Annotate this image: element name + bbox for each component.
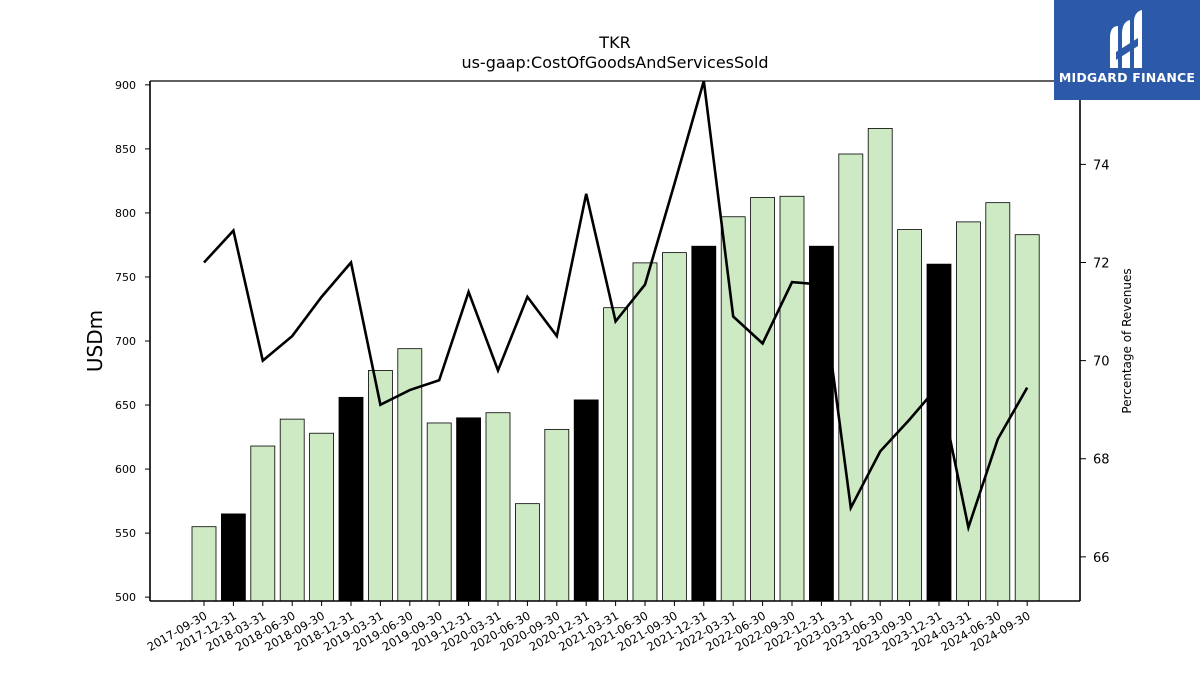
bar-2021-09-30 bbox=[662, 252, 687, 601]
bar-2024-03-31 bbox=[956, 221, 981, 601]
y-axis-label: USDm bbox=[83, 310, 107, 372]
bar-2023-06-30 bbox=[867, 127, 893, 601]
bar-2021-12-31 bbox=[691, 245, 717, 601]
y-tick-label: 850 bbox=[115, 143, 136, 156]
bar-2022-06-30 bbox=[750, 197, 775, 601]
bar-2023-09-30 bbox=[897, 229, 922, 601]
y-tick-label: 750 bbox=[115, 271, 136, 284]
chart-title: TKR bbox=[598, 33, 630, 52]
bar-2020-03-31 bbox=[485, 412, 511, 601]
bar-2019-09-30 bbox=[426, 422, 452, 601]
bar-2017-12-31 bbox=[220, 513, 246, 601]
bar-2024-06-30 bbox=[985, 202, 1011, 601]
logo-text: MIDGARD FINANCE bbox=[1058, 70, 1196, 85]
bar-2022-03-31 bbox=[720, 216, 746, 601]
y-tick-label: 800 bbox=[115, 207, 136, 220]
bar-2017-09-30 bbox=[191, 526, 217, 601]
bar-2019-03-31 bbox=[367, 370, 393, 601]
bar-2018-09-30 bbox=[309, 432, 335, 601]
chart-subtitle: us-gaap:CostOfGoodsAndServicesSold bbox=[461, 53, 768, 72]
y2-tick-label: 66 bbox=[1093, 551, 1110, 566]
midgard-finance-logo: MIDGARD FINANCE bbox=[1054, 0, 1200, 100]
bar-2023-12-31 bbox=[926, 263, 952, 601]
bars-layer bbox=[191, 127, 1040, 601]
y2-axis-label: Percentage of Revenues bbox=[1120, 268, 1134, 413]
y2-tick-label: 74 bbox=[1093, 158, 1110, 173]
bar-2020-06-30 bbox=[515, 503, 540, 601]
bar-2018-03-31 bbox=[250, 445, 276, 601]
bar-2022-12-31 bbox=[809, 245, 834, 601]
y-tick-label: 900 bbox=[115, 79, 136, 92]
percentage-line bbox=[203, 81, 1029, 533]
y-tick-label: 700 bbox=[115, 335, 136, 348]
bar-2021-06-30 bbox=[632, 262, 658, 601]
logo-mark-icon bbox=[1110, 10, 1142, 68]
y-tick-label: 500 bbox=[115, 591, 136, 604]
bar-2023-03-31 bbox=[838, 153, 864, 601]
y-tick-label: 600 bbox=[115, 463, 136, 476]
bar-2019-12-31 bbox=[456, 417, 482, 601]
bar-2020-12-31 bbox=[573, 399, 599, 601]
y2-tick-label: 68 bbox=[1093, 453, 1110, 468]
y-tick-label: 550 bbox=[115, 527, 136, 540]
y2-tick-label: 72 bbox=[1093, 257, 1110, 272]
bar-2018-12-31 bbox=[338, 396, 364, 601]
bar-2018-06-30 bbox=[279, 418, 305, 601]
bar-2024-09-30 bbox=[1014, 234, 1040, 601]
bar-2020-09-30 bbox=[544, 428, 570, 601]
y-tick-label: 650 bbox=[115, 399, 136, 412]
bar-2021-03-31 bbox=[603, 307, 628, 601]
bar-2022-09-30 bbox=[779, 195, 805, 601]
line-layer bbox=[203, 81, 1029, 533]
y2-tick-label: 70 bbox=[1093, 355, 1110, 370]
